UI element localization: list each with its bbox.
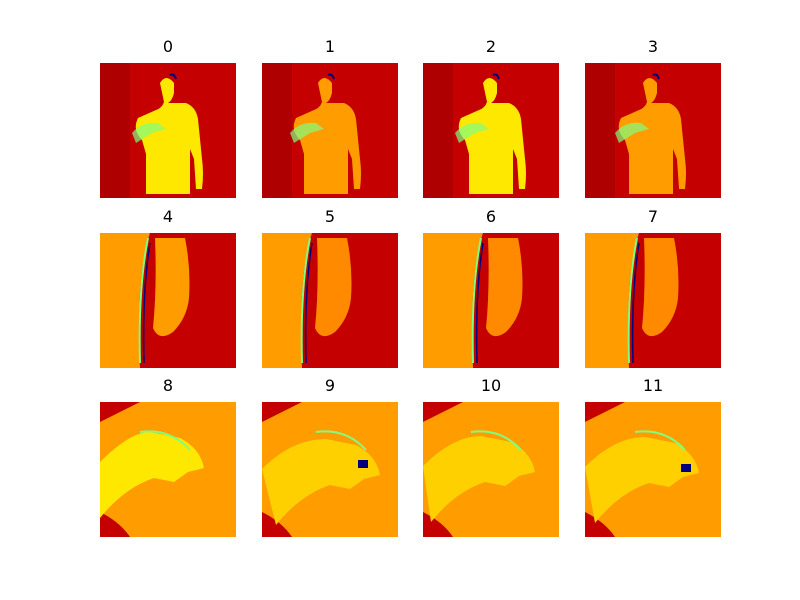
foreground-region xyxy=(262,233,312,368)
depth-image-1 xyxy=(262,63,398,198)
panel-title: 8 xyxy=(162,376,174,395)
depth-image-3 xyxy=(585,63,721,198)
depth-edge xyxy=(627,237,638,364)
person-silhouette xyxy=(618,78,686,194)
panel-title: 1 xyxy=(324,37,336,56)
arm-region xyxy=(486,238,523,337)
background-shadow-region xyxy=(262,63,292,198)
panel-title: 10 xyxy=(480,376,502,395)
depth-edge-dark xyxy=(631,242,640,364)
hand-region xyxy=(100,432,204,518)
foreground-region xyxy=(585,233,639,368)
depth-edge xyxy=(327,73,335,80)
panel-title: 6 xyxy=(485,207,497,226)
foreground-region xyxy=(100,233,150,368)
background-shadow-region xyxy=(100,63,130,198)
hand-highlight xyxy=(615,122,649,143)
panel-title: 4 xyxy=(162,207,174,226)
depth-edge xyxy=(300,237,311,364)
depth-image-0 xyxy=(100,63,236,198)
depth-image-7 xyxy=(585,233,721,368)
corner-shadow-region xyxy=(262,402,302,422)
panel-title: 0 xyxy=(162,37,174,56)
corner-shadow-region xyxy=(585,512,615,537)
hand-highlight xyxy=(455,122,489,143)
corner-shadow-region xyxy=(100,402,140,422)
depth-edge xyxy=(492,73,500,80)
depth-edge xyxy=(138,237,149,364)
background-shadow-region xyxy=(423,63,453,198)
hand-highlight xyxy=(132,122,166,143)
depth-image-6 xyxy=(423,233,559,368)
depth-image-2 xyxy=(423,63,559,198)
depth-edge xyxy=(315,430,367,451)
corner-shadow-region xyxy=(585,402,625,422)
depth-hole xyxy=(681,464,691,472)
depth-edge xyxy=(169,73,177,80)
hand-highlight xyxy=(290,122,324,143)
panel-title: 11 xyxy=(642,376,664,395)
person-silhouette xyxy=(293,78,361,194)
depth-edge-dark xyxy=(142,242,151,364)
corner-shadow-region xyxy=(423,402,463,422)
arm-region xyxy=(315,238,352,337)
depth-edge xyxy=(139,430,191,451)
depth-image-5 xyxy=(262,233,398,368)
depth-edge-dark xyxy=(475,242,484,364)
background-shadow-region xyxy=(585,63,615,198)
corner-shadow-region xyxy=(100,512,130,537)
depth-edge xyxy=(652,73,660,80)
arm-region xyxy=(642,238,679,337)
panel-title: 3 xyxy=(647,37,659,56)
depth-edge xyxy=(471,237,482,364)
depth-image-9 xyxy=(262,402,398,537)
corner-shadow-region xyxy=(262,512,292,537)
depth-image-11 xyxy=(585,402,721,537)
depth-image-8 xyxy=(100,402,236,537)
panel-title: 7 xyxy=(647,207,659,226)
depth-edge xyxy=(634,430,686,451)
depth-edge-dark xyxy=(304,242,313,364)
depth-image-10 xyxy=(423,402,559,537)
hand-region xyxy=(585,437,699,523)
person-silhouette xyxy=(458,78,526,194)
foreground-region xyxy=(423,233,483,368)
hand-region xyxy=(262,439,380,525)
depth-image-4 xyxy=(100,233,236,368)
person-silhouette xyxy=(135,78,203,194)
hand-region xyxy=(423,436,535,522)
depth-edge xyxy=(470,430,522,451)
panel-title: 2 xyxy=(485,37,497,56)
depth-hole xyxy=(358,460,368,468)
panel-title: 5 xyxy=(324,207,336,226)
panel-title: 9 xyxy=(324,376,336,395)
arm-region xyxy=(153,238,190,337)
